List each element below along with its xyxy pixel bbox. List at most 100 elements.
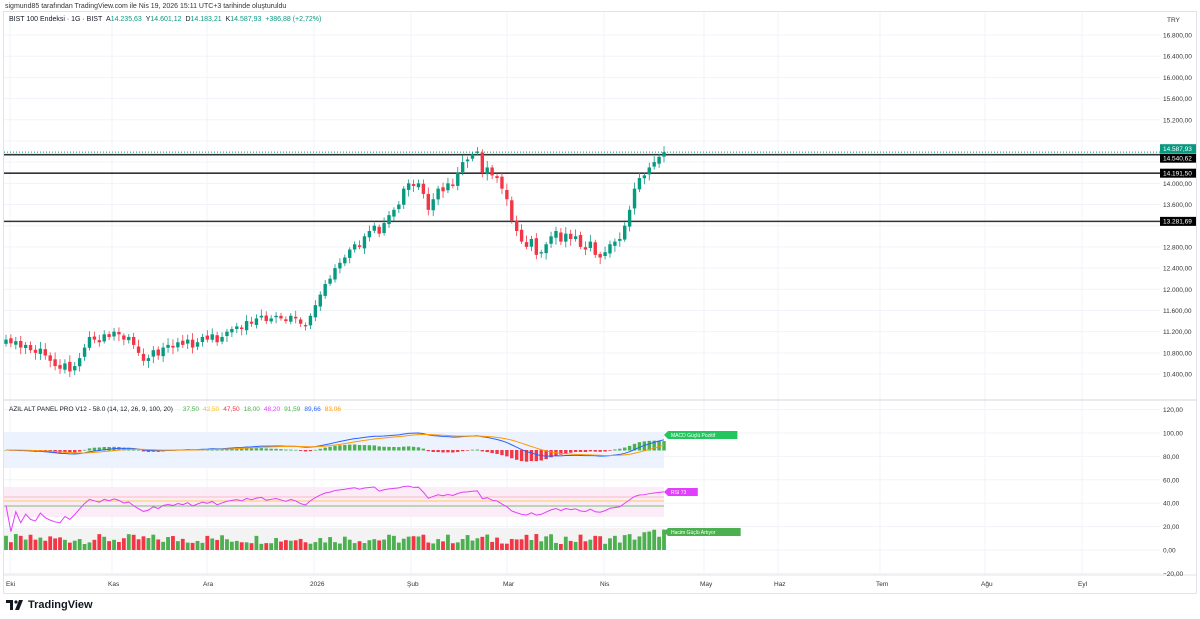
candle-down: [240, 327, 244, 330]
volume-bar: [544, 536, 549, 550]
price-tick: 14.000,00: [1163, 181, 1192, 188]
macd-histogram-bar: [136, 449, 141, 451]
candle-down: [92, 336, 97, 340]
symbol-legend: BIST 100 Endeksi · 1G · BIST A14.235,63 …: [9, 16, 321, 23]
macd-histogram-bar: [480, 450, 485, 452]
candle-down: [215, 335, 219, 343]
candle-up: [564, 233, 568, 242]
candle-up: [328, 278, 332, 284]
candle-down: [97, 340, 101, 343]
indicator-tag-bg: [664, 488, 698, 496]
volume-bar: [416, 536, 421, 550]
volume-bar: [411, 536, 416, 550]
volume-bar: [82, 543, 87, 550]
price-label: 14.191,50: [1163, 170, 1192, 177]
candle-down: [19, 341, 23, 348]
indicator-value: 48,20: [263, 406, 281, 413]
volume-bar: [387, 534, 391, 550]
volume-bar: [259, 543, 264, 550]
candle-up: [618, 238, 622, 241]
macd-histogram-bar: [264, 448, 268, 451]
time-tick: May: [700, 581, 713, 588]
macd-histogram-bar: [529, 450, 534, 462]
indicator-value: 42,50: [203, 406, 220, 413]
indicator-tick: −20,00: [1163, 571, 1183, 578]
volume-bar: [53, 538, 58, 550]
candle-up: [87, 336, 92, 348]
volume-bar: [426, 542, 431, 550]
candle-down: [117, 331, 121, 335]
candle-down: [122, 335, 126, 340]
volume-bar: [352, 543, 357, 550]
volume-bar: [303, 542, 308, 550]
candle-down: [480, 152, 485, 173]
macd-histogram-bar: [608, 450, 612, 451]
candle-down: [264, 315, 268, 322]
indicator-value: 89,66: [304, 406, 321, 413]
volume-bar: [495, 537, 499, 550]
candle-up: [338, 262, 342, 269]
volume-bar: [9, 542, 13, 550]
price-label: 14.540,62: [1163, 155, 1192, 162]
candle-down: [156, 349, 160, 356]
candle-up: [318, 294, 322, 307]
candle-up: [289, 315, 293, 322]
symbol-name: BIST 100 Endeksi · 1G · BIST: [9, 16, 103, 23]
price-label-bg: [1160, 168, 1196, 178]
volume-bar: [308, 543, 313, 550]
candle-up: [485, 167, 489, 175]
candle-down: [411, 184, 416, 186]
macd-histogram-bar: [274, 448, 278, 451]
candle-down: [48, 355, 52, 361]
time-tick: Ara: [203, 581, 214, 588]
candle-down: [524, 242, 529, 247]
macd-histogram-bar: [269, 448, 273, 451]
candle-up: [431, 199, 435, 211]
volume-bar: [377, 540, 382, 550]
volume-bar: [43, 540, 48, 550]
candle-down: [136, 346, 141, 353]
volume-bar: [48, 536, 53, 550]
candle-up: [436, 188, 440, 200]
volume-bar: [642, 532, 647, 550]
macd-histogram-bar: [510, 450, 514, 459]
volume-bar: [519, 539, 524, 550]
candle-down: [500, 176, 504, 189]
volume-bar: [632, 539, 637, 550]
volume-bar: [126, 534, 131, 550]
tradingview-logo[interactable]: TradingView: [6, 599, 93, 611]
volume-bar: [112, 539, 116, 550]
macd-histogram-bar: [436, 450, 440, 453]
volume-bar: [421, 534, 426, 550]
macd-histogram-bar: [102, 447, 106, 451]
macd-histogram-bar: [97, 447, 101, 451]
volume-bar: [392, 535, 396, 550]
volume-bar: [637, 536, 642, 550]
volume-bar: [652, 529, 657, 550]
macd-line: [5, 432, 665, 457]
candle-up: [446, 183, 450, 191]
macd-histogram-bar: [519, 450, 524, 462]
candle-up: [573, 236, 578, 240]
volume-bar: [475, 538, 480, 550]
macd-histogram-bar: [490, 450, 494, 454]
candle-up: [529, 238, 534, 247]
macd-histogram-bar: [441, 450, 445, 453]
volume-bar: [450, 543, 455, 550]
candle-up: [397, 204, 401, 210]
candle-up: [402, 188, 406, 205]
candle-down: [519, 229, 524, 242]
candle-up: [623, 225, 627, 240]
macd-histogram-bar: [372, 445, 376, 451]
macd-histogram-bar: [627, 445, 632, 451]
macd-histogram-bar: [254, 448, 259, 451]
high-label: Y: [145, 16, 151, 23]
macd-histogram-bar: [73, 450, 77, 453]
volume-bar: [573, 541, 578, 550]
volume-bar: [554, 542, 558, 550]
volume-bar: [161, 541, 166, 550]
price-tick: 13.600,00: [1163, 202, 1192, 209]
macd-histogram-bar: [333, 445, 337, 451]
volume-bar: [234, 540, 239, 550]
